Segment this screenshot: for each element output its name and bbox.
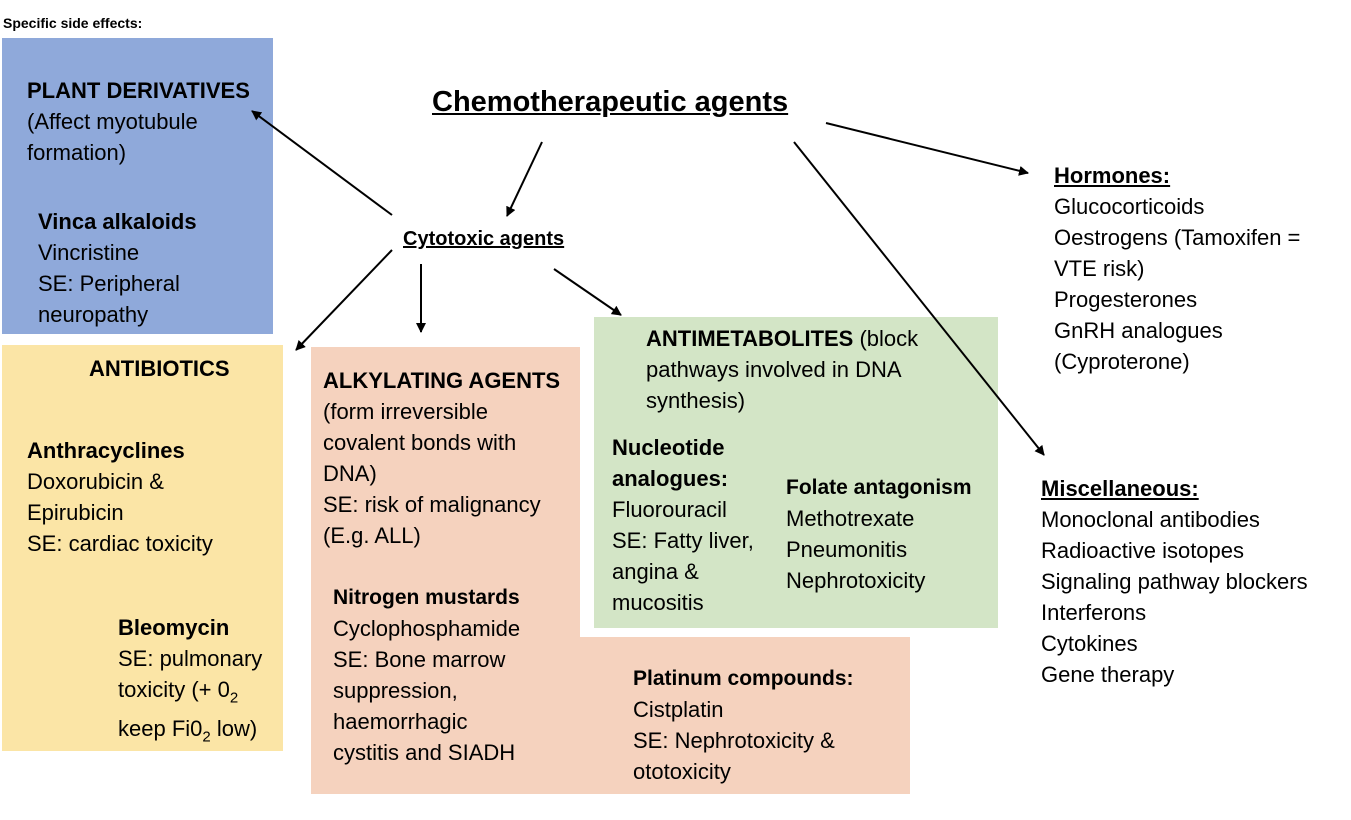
vinca-line: SE: Peripheral xyxy=(38,271,180,296)
antimetabolites-title: ANTIMETABOLITES xyxy=(646,326,854,351)
hormones-line: Progesterones xyxy=(1054,287,1198,312)
bleomycin-title: Bleomycin xyxy=(118,615,230,640)
antibiotics-box xyxy=(2,345,283,751)
nucleotide-line: angina & xyxy=(612,559,699,584)
antimetabolites-title-rest: (block xyxy=(853,326,919,351)
platinum-compounds-lines: Cistplatin SE: Nephrotoxicity & ototoxic… xyxy=(633,694,835,787)
antimetabolites-line: pathways involved in DNA xyxy=(646,357,902,382)
nucleotide-analogues-title: Nucleotide analogues: xyxy=(612,432,728,494)
alkylating-agents-lines: (form irreversible covalent bonds with D… xyxy=(323,396,541,551)
bleomycin-line-text: low) xyxy=(210,716,258,742)
misc-line: Radioactive isotopes xyxy=(1041,538,1245,563)
bleomycin-subscript: 2 xyxy=(229,689,239,707)
anthracyclines-lines: Doxorubicin & Epirubicin SE: cardiac tox… xyxy=(27,466,213,559)
anthracyclines-line: Doxorubicin & xyxy=(27,469,164,494)
hormones-line: (Cyproterone) xyxy=(1054,349,1190,374)
hormones-title: Hormones: xyxy=(1054,163,1171,188)
nitrogen-mustards-line: suppression, xyxy=(333,678,458,703)
hormones-lines: Glucocorticoids Oestrogens (Tamoxifen = … xyxy=(1054,191,1300,377)
misc-line: Gene therapy xyxy=(1041,662,1175,687)
plant-derivatives-desc: (Affect myotubule formation) xyxy=(27,106,198,168)
folate-line: Pneumonitis xyxy=(786,537,908,562)
antimetabolites-heading: ANTIMETABOLITES (block pathways involved… xyxy=(646,323,918,416)
alkylating-line: (E.g. ALL) xyxy=(323,523,421,548)
arrow-cytotoxic-to-antibiotics xyxy=(295,249,393,351)
cytotoxic-agents-label: Cytotoxic agents xyxy=(403,228,565,250)
platinum-line: Cistplatin xyxy=(633,697,724,722)
arrow-cytotoxic-to-plant xyxy=(251,110,393,216)
nucleotide-line: SE: Fatty liver, xyxy=(612,528,754,553)
nitrogen-mustards-line: SE: Bone marrow xyxy=(333,647,506,672)
plant-derivatives-title: PLANT DERIVATIVES xyxy=(27,78,250,103)
arrow-cytotoxic-to-antimetabolites xyxy=(553,268,622,316)
alkylating-line: SE: risk of malignancy xyxy=(323,492,541,517)
hormones-line: GnRH analogues xyxy=(1054,318,1223,343)
misc-line: Cytokines xyxy=(1041,631,1138,656)
bleomycin-line: keep Fi02 low) xyxy=(118,713,262,752)
plant-desc-line: (Affect myotubule xyxy=(27,109,198,134)
alkylating-line: DNA) xyxy=(323,461,377,486)
nitrogen-mustards-title: Nitrogen mustards xyxy=(333,586,520,609)
folate-line: Methotrexate xyxy=(786,506,915,531)
folate-antagonism-lines: Methotrexate Pneumonitis Nephrotoxicity xyxy=(786,503,925,596)
bleomycin-line: toxicity (+ 02 xyxy=(118,674,262,713)
plant-derivatives-box xyxy=(2,38,273,334)
alkylating-line: (form irreversible xyxy=(323,399,489,424)
platinum-line: ototoxicity xyxy=(633,759,731,784)
nucleotide-title-line: analogues: xyxy=(612,466,729,491)
nucleotide-line: Fluorouracil xyxy=(612,497,727,522)
anthracyclines-line: Epirubicin xyxy=(27,500,124,525)
bleomycin-lines: SE: pulmonary toxicity (+ 02 keep Fi02 l… xyxy=(118,643,262,753)
plant-desc-line: formation) xyxy=(27,140,127,165)
misc-line: Signaling pathway blockers xyxy=(1041,569,1308,594)
nitrogen-mustards-lines: Cyclophosphamide SE: Bone marrow suppres… xyxy=(333,613,520,768)
bleomycin-subscript: 2 xyxy=(202,728,211,746)
platinum-line: SE: Nephrotoxicity & xyxy=(633,728,835,753)
vinca-alkaloids-title: Vinca alkaloids xyxy=(38,209,197,234)
antibiotics-title: ANTIBIOTICS xyxy=(89,356,230,381)
miscellaneous-lines: Monoclonal antibodies Radioactive isotop… xyxy=(1041,504,1308,690)
nucleotide-title-line: Nucleotide xyxy=(612,435,725,460)
misc-line: Interferons xyxy=(1041,600,1147,625)
nucleotide-analogues-lines: Fluorouracil SE: Fatty liver, angina & m… xyxy=(612,494,754,618)
bleomycin-line: SE: pulmonary xyxy=(118,646,263,671)
hormones-line: Glucocorticoids xyxy=(1054,194,1205,219)
bleomycin-line-text: keep Fi0 xyxy=(118,716,203,742)
arrow-title-to-miscellaneous xyxy=(793,141,1045,456)
nucleotide-line: mucositis xyxy=(612,590,704,615)
antimetabolites-box xyxy=(594,317,998,628)
folate-line: Nephrotoxicity xyxy=(786,568,926,593)
nitrogen-mustards-line: cystitis and SIADH xyxy=(333,740,516,765)
anthracyclines-title: Anthracyclines xyxy=(27,438,185,463)
hormones-line: VTE risk) xyxy=(1054,256,1145,281)
hormones-line: Oestrogens (Tamoxifen = xyxy=(1054,225,1301,250)
platinum-compounds-title: Platinum compounds: xyxy=(633,667,854,690)
vinca-alkaloids-lines: Vincristine SE: Peripheral neuropathy xyxy=(38,237,180,330)
nitrogen-mustards-line: haemorrhagic xyxy=(333,709,468,734)
nitrogen-mustards-line: Cyclophosphamide xyxy=(333,616,521,641)
miscellaneous-title: Miscellaneous: xyxy=(1041,476,1199,501)
arrow-title-to-cytotoxic xyxy=(506,141,543,217)
vinca-line: neuropathy xyxy=(38,302,149,327)
bleomycin-line-text: toxicity (+ 0 xyxy=(118,677,230,702)
antimetabolites-title-line: ANTIMETABOLITES (block xyxy=(646,323,918,354)
misc-line: Monoclonal antibodies xyxy=(1041,507,1260,532)
main-title: Chemotherapeutic agents xyxy=(432,86,789,118)
header-label: Specific side effects: xyxy=(3,15,143,31)
folate-antagonism-title: Folate antagonism xyxy=(786,476,972,499)
antimetabolites-line: synthesis) xyxy=(646,388,746,413)
alkylating-agents-title: ALKYLATING AGENTS xyxy=(323,368,561,393)
vinca-line: Vincristine xyxy=(38,240,140,265)
arrow-title-to-hormones xyxy=(825,122,1029,176)
alkylating-line: covalent bonds with xyxy=(323,430,517,455)
anthracyclines-line: SE: cardiac toxicity xyxy=(27,531,213,556)
